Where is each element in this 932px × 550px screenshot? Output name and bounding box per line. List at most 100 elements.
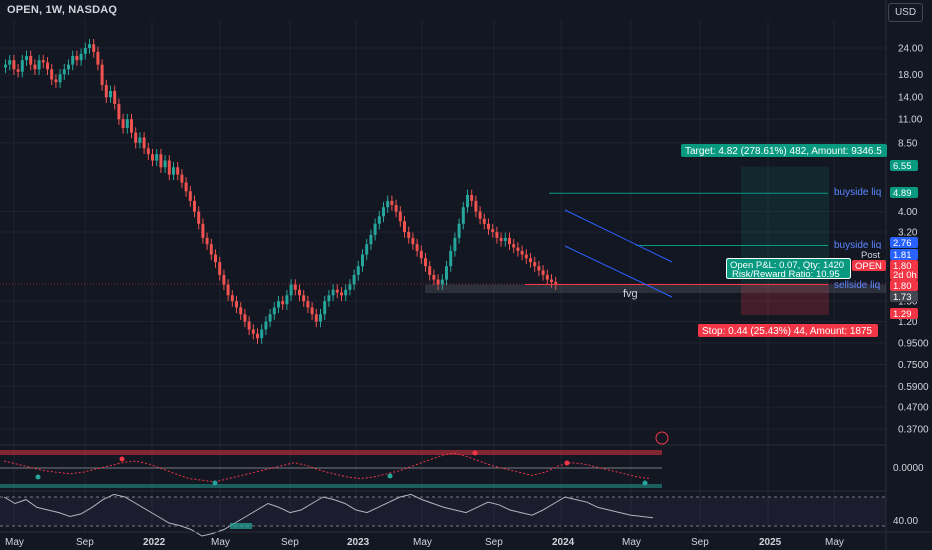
candle-body	[289, 284, 293, 296]
price-tag-entry: 1.80	[893, 281, 912, 292]
rsi-tick-label: 40.00	[893, 516, 918, 527]
candle-body	[96, 51, 100, 65]
candle-body	[8, 60, 12, 65]
y-tick-label: 8.50	[898, 138, 918, 149]
candle-body	[340, 292, 343, 296]
candle-body	[134, 132, 138, 143]
candle-body	[306, 301, 310, 308]
candle-body	[230, 295, 234, 302]
price-tag-last: 1.80	[893, 261, 912, 272]
candle-body	[394, 205, 398, 212]
price-tag-box	[890, 280, 918, 291]
candle-body	[142, 137, 146, 149]
candle-body	[71, 55, 75, 65]
candle-body	[193, 200, 196, 212]
pnl-box-border	[726, 258, 851, 279]
candle-body	[331, 289, 335, 296]
candle-body	[222, 274, 226, 285]
candle-body	[172, 167, 175, 175]
price-tag-fvg: 1.73	[893, 292, 912, 303]
candle-body	[75, 55, 79, 61]
candle-body	[298, 289, 301, 296]
candle-body	[310, 307, 314, 315]
x-tick-label: Sep	[76, 537, 94, 548]
osc-tick-label: 0.0000	[893, 463, 924, 474]
candle-body	[461, 207, 465, 224]
candle-body	[436, 279, 440, 285]
osc-line	[3, 452, 651, 483]
x-tick-label: May	[211, 537, 230, 548]
candle-body	[58, 74, 62, 83]
osc-marker	[642, 480, 648, 486]
price-tag-stop: 1.29	[893, 309, 912, 320]
candle-body	[16, 69, 20, 72]
candle-body	[541, 270, 545, 275]
y-tick-label: 0.3700	[898, 425, 929, 436]
y-tick-label: 1.50	[898, 297, 918, 308]
candle-body	[365, 244, 369, 255]
candle-body	[516, 247, 520, 251]
candle-body	[146, 148, 150, 155]
x-tick-label: May	[413, 537, 432, 548]
price-tag-box	[852, 260, 886, 271]
y-tick-label: 0.5900	[898, 382, 929, 393]
candle-body	[125, 119, 129, 128]
candle-body	[424, 258, 427, 267]
currency-button[interactable]: USD	[888, 3, 923, 22]
y-tick-label: 3.20	[898, 227, 918, 238]
candle-body	[214, 254, 217, 263]
candle-body	[302, 295, 306, 302]
candle-body	[457, 223, 461, 238]
candle-body	[130, 119, 133, 133]
y-tick-label: 0.9500	[898, 338, 929, 349]
candle-body	[503, 237, 507, 241]
candle-body	[201, 223, 205, 238]
buyside-label-2: buyside liq	[834, 240, 881, 251]
price-tag-box	[890, 260, 918, 271]
price-tag-box	[890, 308, 918, 319]
rr-label: Risk/Reward Ratio: 10.95	[732, 269, 840, 280]
candle-body	[20, 60, 24, 72]
candle-body	[487, 223, 490, 230]
candle-body	[403, 221, 406, 232]
candle-body	[390, 200, 394, 206]
candle-body	[482, 218, 486, 224]
y-tick-label: 4.00	[898, 207, 918, 218]
candle-body	[352, 274, 356, 285]
candle-body	[226, 284, 230, 296]
y-tick-label: 14.00	[898, 93, 923, 104]
candle-body	[314, 314, 318, 322]
candle-body	[12, 60, 16, 70]
candle-body	[117, 103, 121, 120]
candle-body	[398, 211, 402, 222]
candle-body	[218, 262, 222, 275]
stop-zone	[741, 284, 829, 315]
osc-upper-band	[0, 450, 662, 455]
price-tag-box	[858, 249, 886, 260]
candle-body	[554, 282, 558, 285]
candle-body	[550, 279, 553, 283]
rsi-oversold-fill	[230, 523, 252, 529]
y-tick-label: 0.4700	[898, 403, 929, 414]
candle-body	[256, 333, 259, 339]
candle-body	[293, 284, 297, 290]
x-tick-label: May	[825, 537, 844, 548]
candle-body	[419, 250, 423, 259]
candle-body	[167, 160, 171, 175]
candle-body	[499, 237, 503, 241]
y-tick-label: 0.7500	[898, 360, 929, 371]
candle-body	[251, 329, 255, 334]
candle-body	[264, 321, 268, 330]
candle-body	[79, 53, 83, 61]
candle-body	[239, 307, 243, 315]
candle-body	[260, 329, 264, 339]
y-tick-label: 18.00	[898, 70, 923, 81]
candle-body	[470, 194, 474, 201]
candle-body	[319, 314, 322, 322]
candle-body	[235, 301, 238, 308]
candle-body	[466, 194, 469, 208]
rsi-band	[0, 497, 886, 526]
x-tick-label: May	[622, 537, 641, 548]
osc-marker	[119, 456, 125, 462]
